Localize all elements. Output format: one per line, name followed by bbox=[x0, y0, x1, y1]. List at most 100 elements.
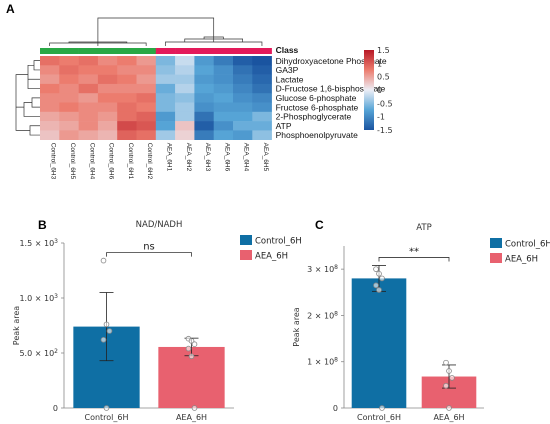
color-scale-tick: 1 bbox=[377, 59, 382, 68]
heatmap-cell bbox=[78, 102, 99, 113]
heatmap-cell bbox=[213, 56, 234, 66]
heatmap-cell bbox=[233, 74, 253, 85]
heatmap-cell bbox=[194, 102, 214, 113]
heatmap-cell bbox=[155, 93, 176, 103]
heatmap-cell bbox=[40, 65, 60, 75]
data-point bbox=[103, 405, 110, 411]
color-scale-tick: -1 bbox=[377, 113, 385, 122]
heatmap-cell bbox=[117, 56, 137, 66]
legend-swatch bbox=[240, 250, 252, 260]
color-scale-tick: 1.5 bbox=[377, 46, 390, 55]
heatmap-cell bbox=[40, 111, 60, 122]
class-bar-cell bbox=[136, 48, 157, 54]
heatmap-cell bbox=[40, 74, 60, 85]
panel-label-a: A bbox=[6, 2, 15, 16]
heatmap-column-label: AEA_6H2 bbox=[185, 143, 192, 172]
heatmap-cell bbox=[117, 111, 137, 122]
y-tick-mantissa: 2 × 10 bbox=[307, 311, 334, 320]
heatmap-cell bbox=[117, 130, 137, 140]
y-axis-label: Peak area bbox=[12, 306, 21, 345]
heatmap-cell bbox=[155, 102, 176, 113]
heatmap-cell bbox=[213, 65, 234, 75]
heatmap-cell bbox=[117, 83, 137, 94]
y-tick-mantissa: 1.5 × 10 bbox=[19, 239, 54, 248]
y-tick-label: 2 × 108 bbox=[307, 310, 338, 320]
heatmap-row-label: D-Fructose 1,6-bisphosphate bbox=[276, 84, 386, 94]
heatmap-cell bbox=[97, 102, 118, 113]
heatmap-cell bbox=[59, 65, 79, 75]
y-tick-label: 0 bbox=[53, 404, 58, 413]
class-bar-cell bbox=[175, 48, 195, 54]
heatmap-cell bbox=[136, 121, 157, 131]
data-point bbox=[379, 275, 385, 282]
heatmap-column-label: AEA_6H1 bbox=[165, 143, 172, 172]
heatmap-column-label: Control_6H4 bbox=[88, 143, 95, 180]
column-dendrogram-aea bbox=[165, 36, 263, 46]
legend-label: Control_6H bbox=[505, 240, 550, 250]
heatmap-row-label: ATP bbox=[276, 121, 292, 131]
legend-label: AEA_6H bbox=[255, 252, 288, 262]
data-point bbox=[446, 405, 452, 411]
heatmap-cell bbox=[155, 74, 176, 85]
y-axis-label: Peak area bbox=[292, 307, 301, 346]
heatmap-cell bbox=[175, 65, 195, 75]
class-bar-cell bbox=[40, 48, 60, 54]
heatmap-cell bbox=[40, 56, 60, 66]
heatmap-cell bbox=[136, 130, 157, 140]
legend-label: Control_6H bbox=[255, 237, 302, 247]
heatmap-column-label: AEA_6H6 bbox=[223, 143, 230, 172]
heatmap-cell bbox=[175, 121, 195, 131]
heatmap-cell bbox=[175, 56, 195, 66]
heatmap-cell bbox=[155, 65, 176, 75]
heatmap-cell bbox=[97, 130, 118, 140]
heatmap-cell bbox=[175, 93, 195, 103]
heatmap-cell bbox=[136, 93, 157, 103]
heatmap-cell bbox=[59, 102, 79, 113]
heatmap-column-label: Control_6H5 bbox=[69, 143, 76, 180]
heatmap-cell bbox=[252, 65, 272, 75]
heatmap-cell bbox=[136, 102, 157, 113]
heatmap-column-label: AEA_6H4 bbox=[243, 143, 250, 172]
data-point bbox=[376, 270, 382, 277]
heatmap-row-label: 2-Phosphoglycerate bbox=[276, 112, 352, 122]
heatmap-cell bbox=[78, 74, 99, 85]
heatmap-cell bbox=[97, 83, 118, 94]
heatmap-cell bbox=[155, 83, 176, 94]
data-point bbox=[106, 328, 113, 334]
class-bar-cell bbox=[59, 48, 79, 54]
heatmap-column-label: Control_6H3 bbox=[50, 143, 57, 180]
heatmap-cell bbox=[233, 93, 253, 103]
y-tick-label: 1.0 × 103 bbox=[19, 293, 58, 303]
heatmap-cell bbox=[252, 102, 272, 113]
heatmap-cell bbox=[40, 130, 60, 140]
heatmap-cell bbox=[213, 111, 234, 122]
data-point bbox=[100, 336, 107, 343]
heatmap-cell bbox=[78, 111, 99, 122]
heatmap-column-label: AEA_6H5 bbox=[262, 143, 269, 172]
y-tick-exponent: 2 bbox=[54, 348, 58, 355]
heatmap-cell bbox=[194, 56, 214, 66]
y-tick-label: 0 bbox=[333, 404, 338, 413]
heatmap-cell bbox=[97, 111, 118, 122]
heatmap-cell bbox=[59, 93, 79, 103]
heatmap-cell bbox=[136, 111, 157, 122]
significance-label: ns bbox=[143, 242, 155, 253]
y-tick-mantissa: 0 bbox=[53, 404, 58, 413]
legend-swatch bbox=[490, 253, 502, 263]
color-scale-bar bbox=[364, 50, 374, 130]
heatmap-cell bbox=[117, 65, 137, 75]
heatmap-cell bbox=[155, 121, 176, 131]
heatmap-cell bbox=[117, 74, 137, 85]
y-tick-mantissa: 1.0 × 10 bbox=[19, 294, 54, 303]
data-point bbox=[103, 321, 110, 328]
heatmap-cell bbox=[59, 121, 79, 131]
data-point bbox=[188, 353, 195, 360]
data-point bbox=[443, 359, 449, 366]
class-bar-cell bbox=[155, 48, 176, 54]
heatmap-cell bbox=[252, 83, 272, 94]
panel-label-b: B bbox=[38, 218, 47, 232]
row-dendrogram-middle bbox=[23, 97, 40, 117]
heatmap-cell bbox=[97, 121, 118, 131]
heatmap-cell bbox=[78, 93, 99, 103]
